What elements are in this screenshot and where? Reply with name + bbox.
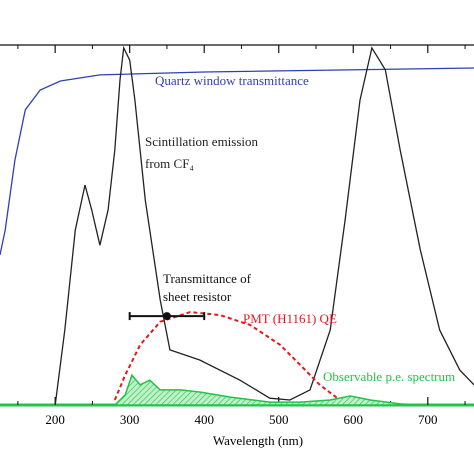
- series-label: PMT (H1161) QE: [243, 311, 337, 326]
- x-tick-label: 500: [269, 412, 289, 427]
- x-tick-label: 300: [120, 412, 140, 427]
- line: [113, 311, 361, 406]
- marker-label: Transmittance of: [163, 271, 252, 286]
- x-axis-label: Wavelength (nm): [213, 433, 303, 448]
- area: [112, 373, 421, 406]
- x-tick-label: 200: [45, 412, 65, 427]
- marker-label: sheet resistor: [163, 289, 232, 304]
- series-label: from CF₄: [145, 156, 194, 171]
- series-label: Observable p.e. spectrum: [323, 369, 455, 384]
- x-tick-label: 700: [418, 412, 438, 427]
- series-label: Scintillation emission: [145, 134, 259, 149]
- line: [0, 67, 474, 256]
- line: [54, 45, 474, 406]
- x-tick-label: 400: [194, 412, 214, 427]
- point: [162, 312, 171, 321]
- x-tick-label: 600: [344, 412, 364, 427]
- series-label: Quartz window transmittance: [155, 73, 309, 88]
